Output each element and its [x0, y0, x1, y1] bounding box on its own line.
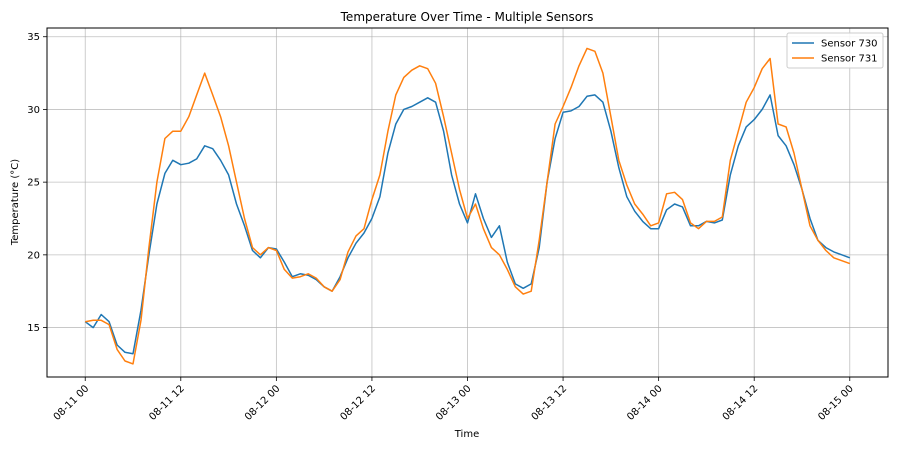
legend-box — [786, 32, 884, 69]
y-axis-ticks: 15 20 25 30 35 — [27, 32, 47, 334]
x-axis-label: Time — [454, 429, 479, 440]
series-layer — [84, 47, 851, 365]
y-tick-label: 35 — [27, 32, 40, 43]
y-axis-label: Temperature (°C) — [10, 159, 21, 246]
y-tick-label: 15 — [27, 323, 40, 334]
legend-label-sensor-730: Sensor 730 — [821, 39, 878, 50]
y-tick-label: 25 — [27, 178, 40, 189]
series-line-sensor-731 — [85, 47, 851, 365]
legend-label-sensor-731: Sensor 731 — [821, 54, 878, 65]
series-line-sensor-730 — [84, 94, 851, 355]
y-tick-label: 20 — [27, 250, 40, 261]
legend: Sensor 730 Sensor 731 — [786, 32, 884, 69]
grid-lines — [47, 28, 888, 377]
y-tick-label: 30 — [27, 105, 40, 116]
chart-title: Temperature Over Time - Multiple Sensors — [340, 10, 594, 24]
